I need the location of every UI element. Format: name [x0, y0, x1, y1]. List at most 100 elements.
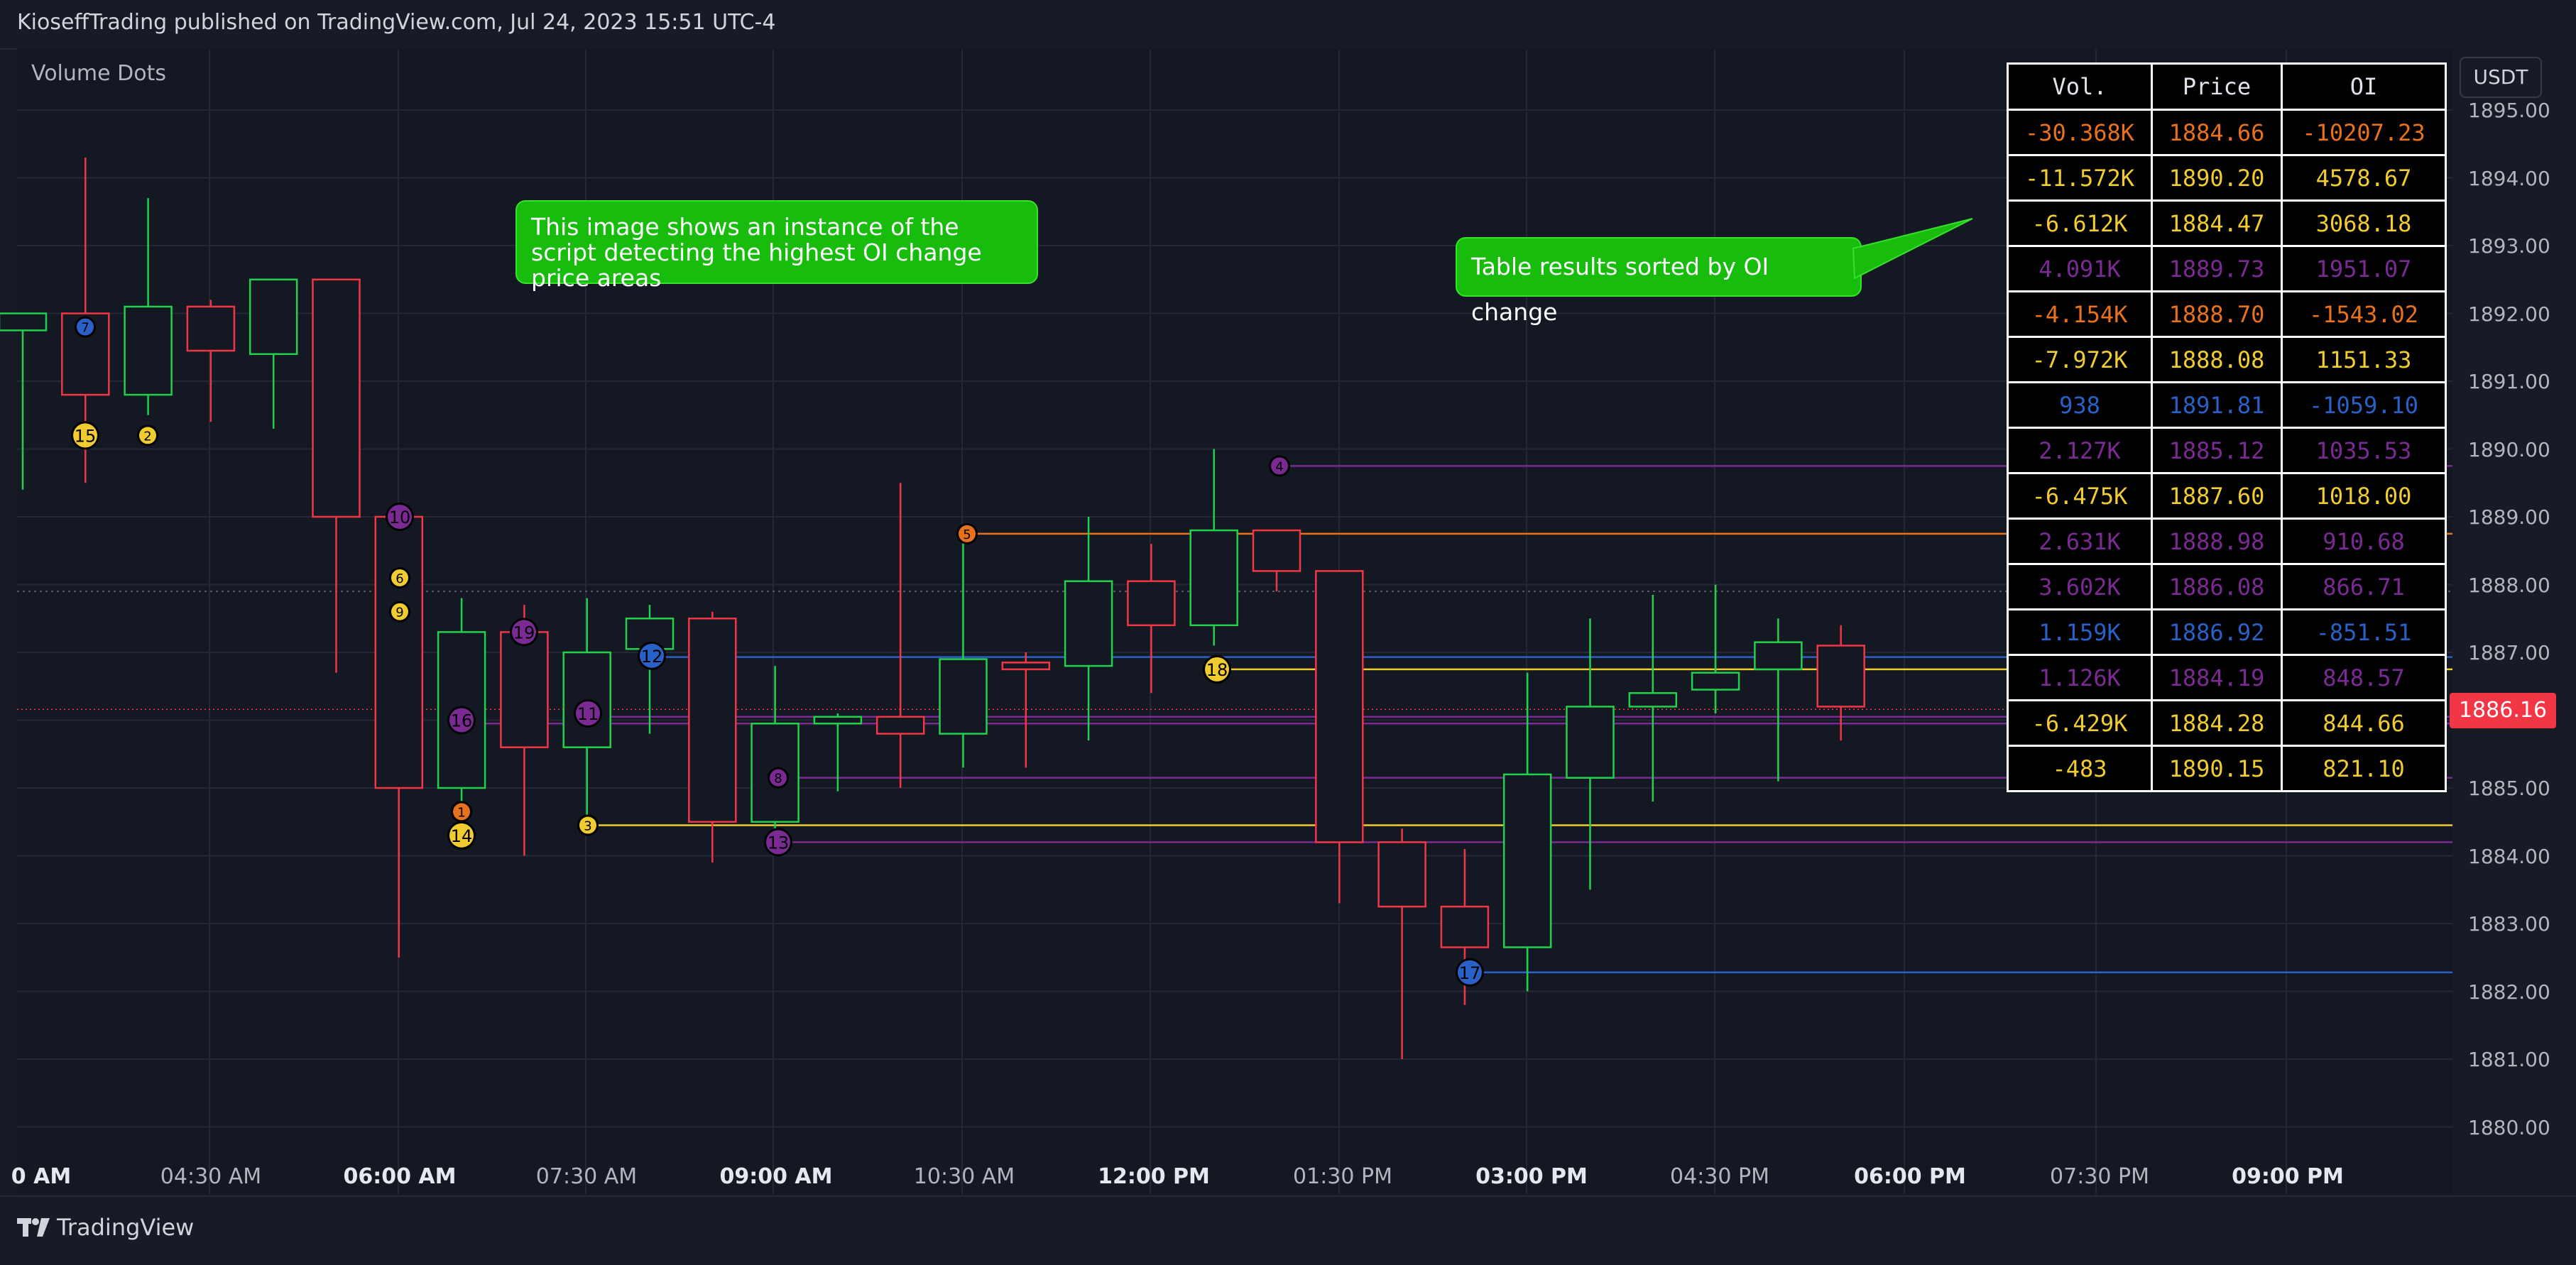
- candle[interactable]: [312, 278, 361, 673]
- volume-dot[interactable]: 1: [451, 801, 472, 823]
- volume-dot[interactable]: 6: [389, 566, 410, 588]
- candle[interactable]: [1315, 570, 1364, 904]
- volume-dot[interactable]: 18: [1203, 655, 1231, 684]
- table-cell-oi: 821.10: [2281, 745, 2447, 792]
- candle[interactable]: [1064, 517, 1113, 741]
- published-info: KioseffTrading published on TradingView.…: [17, 10, 776, 35]
- price-tick-label: 1885.00: [2468, 777, 2550, 800]
- table-row: -7.972K 1888.08 1151.33: [2007, 336, 2447, 383]
- price-tick-label: 1880.00: [2468, 1115, 2550, 1139]
- candle[interactable]: [1816, 625, 1865, 741]
- annotation-callout-left[interactable]: This image shows an instance of the scri…: [515, 200, 1038, 291]
- volume-dot-label: 12: [641, 647, 663, 667]
- volume-dot[interactable]: 17: [1456, 958, 1484, 987]
- last-price-badge: 1886.16: [2450, 693, 2556, 728]
- table-cell-oi: -1059.10: [2281, 381, 2447, 429]
- candle[interactable]: [0, 312, 48, 490]
- candle[interactable]: [1691, 584, 1740, 713]
- time-tick-label: 0 AM: [11, 1164, 72, 1189]
- table-cell-price: 1887.60: [2151, 472, 2283, 520]
- candle[interactable]: [437, 598, 486, 809]
- price-axis[interactable]: [2452, 48, 2576, 1194]
- volume-dot[interactable]: 14: [447, 821, 476, 850]
- candle[interactable]: [186, 300, 236, 422]
- candle[interactable]: [939, 537, 988, 768]
- table-cell-price: 1889.73: [2151, 245, 2283, 292]
- candle[interactable]: [1127, 544, 1176, 694]
- table-cell-vol: 2.631K: [2007, 518, 2153, 565]
- table-cell-vol: 1.159K: [2007, 608, 2153, 656]
- volume-dot[interactable]: 4: [1269, 455, 1290, 477]
- volume-dot-label: 16: [451, 711, 473, 731]
- candle[interactable]: [1628, 594, 1678, 802]
- table-row: -6.612K 1884.47 3068.18: [2007, 199, 2447, 247]
- tradingview-logo-icon[interactable]: [17, 1215, 53, 1239]
- candle[interactable]: [1252, 529, 1301, 592]
- time-tick-label: 06:00 PM: [1854, 1164, 1966, 1189]
- table-cell-oi: 910.68: [2281, 518, 2447, 565]
- candle[interactable]: [813, 713, 863, 792]
- price-tick-label: 1893.00: [2468, 234, 2550, 258]
- candle[interactable]: [500, 605, 549, 856]
- price-tick-label: 1890.00: [2468, 437, 2550, 461]
- volume-dot[interactable]: 16: [447, 706, 476, 735]
- candle[interactable]: [1502, 672, 1552, 992]
- top-bar: KioseffTrading published on TradingView.…: [0, 0, 2576, 50]
- table-cell-vol: 3.602K: [2007, 563, 2153, 610]
- volume-dot[interactable]: 19: [510, 618, 538, 647]
- currency-button[interactable]: USDT: [2460, 57, 2542, 98]
- candle[interactable]: [1440, 848, 1490, 1005]
- price-tick-label: 1892.00: [2468, 302, 2550, 326]
- table-row: -30.368K 1884.66 -10207.23: [2007, 109, 2447, 156]
- candle[interactable]: [124, 198, 173, 415]
- candle[interactable]: [875, 483, 925, 788]
- candle[interactable]: [1189, 449, 1238, 646]
- table-row: 4.091K 1889.73 1951.07: [2007, 245, 2447, 292]
- table-cell-vol: 1.126K: [2007, 654, 2153, 701]
- annotation-callout-right[interactable]: Table results sorted by OI change: [1456, 237, 1862, 326]
- candle[interactable]: [1754, 618, 1803, 782]
- price-tick-label: 1889.00: [2468, 505, 2550, 529]
- table-cell-vol: -6.429K: [2007, 699, 2153, 747]
- volume-dot[interactable]: 3: [577, 814, 599, 836]
- table-cell-price: 1890.20: [2151, 154, 2283, 202]
- table-cell-oi: -1543.02: [2281, 290, 2447, 338]
- volume-dot-label: 10: [389, 508, 411, 527]
- volume-dot[interactable]: 10: [386, 503, 414, 531]
- candle[interactable]: [249, 278, 298, 429]
- time-tick-label: 06:00 AM: [343, 1164, 457, 1189]
- oi-results-table: Vol. Price OI -30.368K 1884.66 -10207.23 -1…: [2007, 62, 2447, 792]
- volume-dot[interactable]: 13: [764, 828, 792, 857]
- volume-dot[interactable]: 9: [389, 601, 410, 623]
- table-row: 2.631K 1888.98 910.68: [2007, 518, 2447, 565]
- time-tick-label: 12:00 PM: [1098, 1164, 1210, 1189]
- volume-dot[interactable]: 12: [638, 641, 666, 670]
- volume-dot[interactable]: 7: [75, 316, 96, 338]
- table-row: -4.154K 1888.70 -1543.02: [2007, 290, 2447, 338]
- time-tick-label: 10:30 AM: [913, 1164, 1015, 1189]
- candle[interactable]: [1566, 618, 1615, 890]
- table-cell-price: 1891.81: [2151, 381, 2283, 429]
- table-cell-vol: 938: [2007, 381, 2153, 429]
- tradingview-brand[interactable]: TradingView: [57, 1214, 195, 1241]
- volume-dot[interactable]: 5: [956, 522, 978, 544]
- volume-dot-label: 17: [1459, 963, 1481, 983]
- table-cell-oi: 1151.33: [2281, 336, 2447, 383]
- candle[interactable]: [374, 515, 424, 958]
- table-row: 3.602K 1886.08 866.71: [2007, 563, 2447, 610]
- candle[interactable]: [688, 611, 737, 863]
- volume-dot[interactable]: 15: [71, 421, 99, 450]
- table-row: -11.572K 1890.20 4578.67: [2007, 154, 2447, 202]
- table-cell-vol: -4.154K: [2007, 290, 2153, 338]
- candle[interactable]: [751, 666, 799, 856]
- table-row: 1.159K 1886.92 -851.51: [2007, 608, 2447, 656]
- candle[interactable]: [1377, 828, 1426, 1059]
- volume-dot-label: 15: [75, 426, 97, 446]
- table-cell-vol: -11.572K: [2007, 154, 2153, 202]
- indicator-label[interactable]: Volume Dots: [31, 61, 166, 86]
- volume-dot[interactable]: 11: [574, 699, 602, 728]
- candle[interactable]: [1001, 652, 1051, 768]
- table-row: 938 1891.81 -1059.10: [2007, 381, 2447, 429]
- volume-dot[interactable]: 2: [137, 425, 158, 447]
- volume-dot[interactable]: 8: [768, 767, 789, 789]
